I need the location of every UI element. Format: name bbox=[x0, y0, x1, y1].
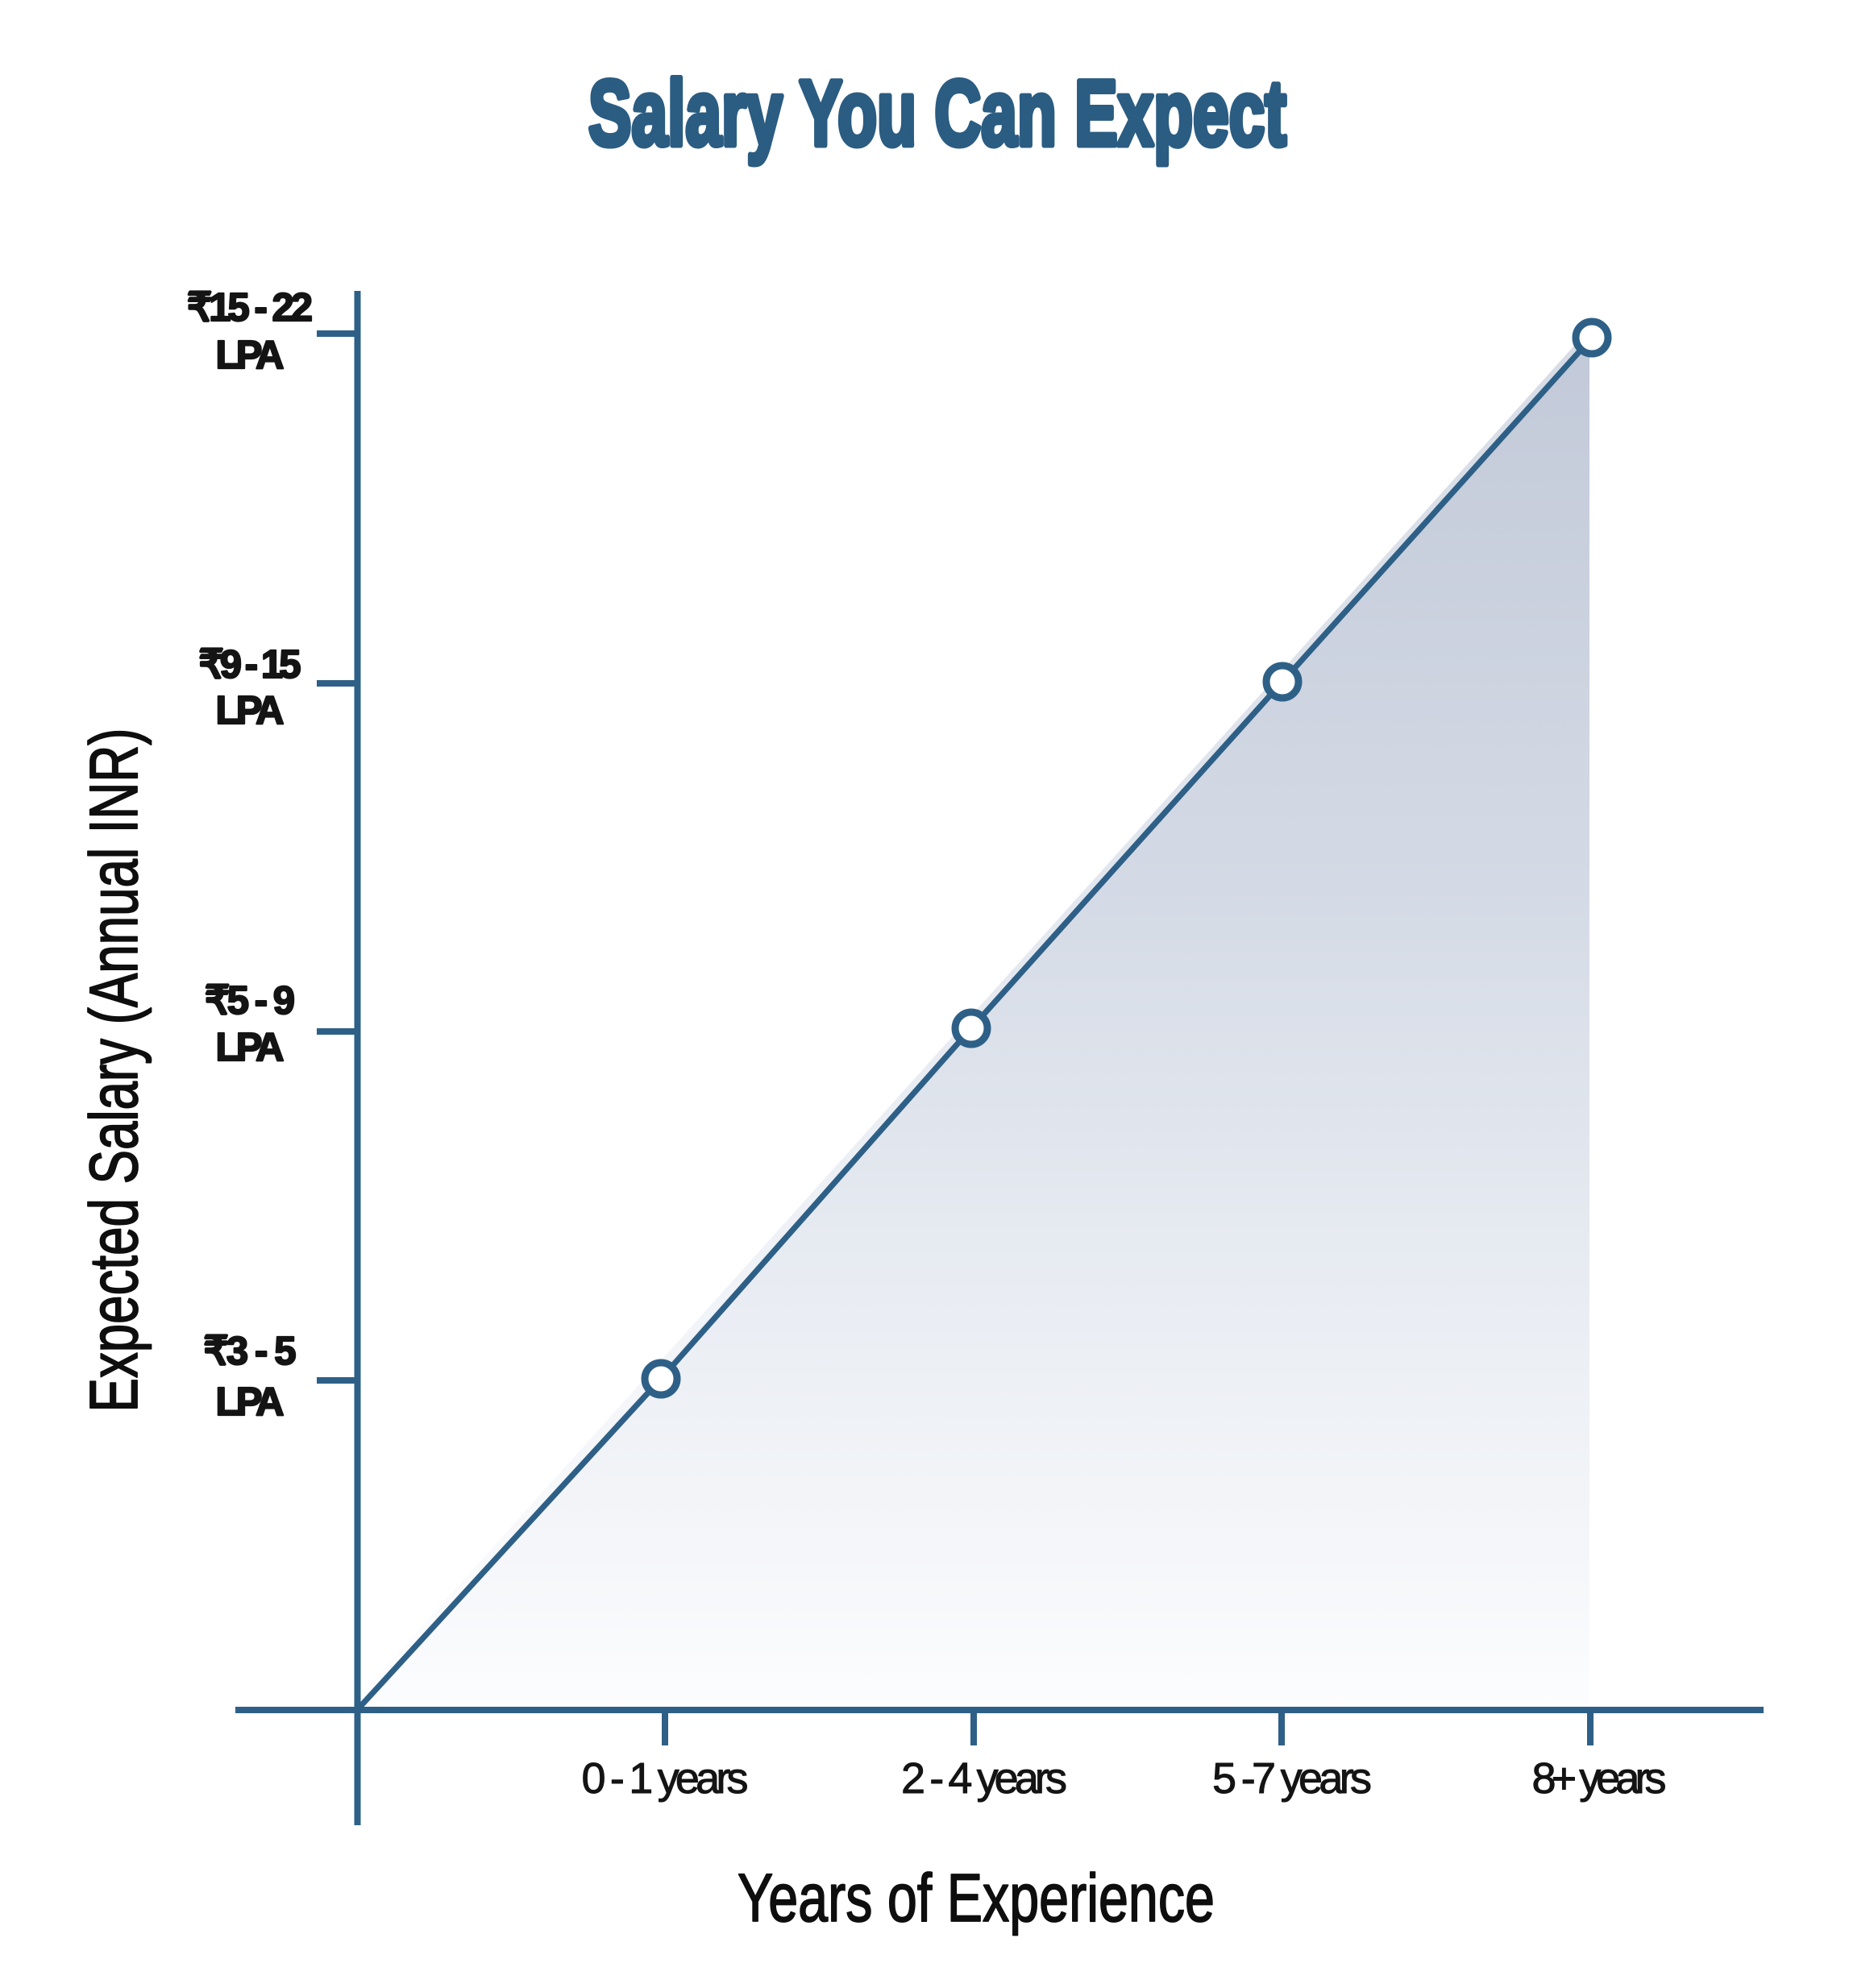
svg-text:₹9 - 15: ₹9 - 15 bbox=[199, 643, 301, 687]
svg-text:Years of Experience: Years of Experience bbox=[738, 1860, 1215, 1936]
svg-text:₹3 - 5: ₹3 - 5 bbox=[204, 1330, 297, 1373]
svg-text:Expected Salary (Annual INR): Expected Salary (Annual INR) bbox=[76, 728, 152, 1413]
svg-text:0 - 1 years: 0 - 1 years bbox=[582, 1754, 749, 1803]
svg-text:₹5 - 9: ₹5 - 9 bbox=[205, 979, 295, 1023]
svg-text:LPA: LPA bbox=[216, 1380, 285, 1424]
svg-text:8+ years: 8+ years bbox=[1532, 1754, 1667, 1803]
svg-text:Salary You Can Expect: Salary You Can Expect bbox=[588, 62, 1286, 165]
svg-text:₹15 - 22: ₹15 - 22 bbox=[187, 286, 313, 330]
svg-text:5 -7 years: 5 -7 years bbox=[1212, 1754, 1372, 1803]
svg-text:LPA: LPA bbox=[216, 1026, 285, 1069]
svg-text:LPA: LPA bbox=[216, 689, 285, 733]
svg-text:LPA: LPA bbox=[216, 334, 285, 377]
svg-text:2 - 4 years: 2 - 4 years bbox=[901, 1754, 1067, 1803]
